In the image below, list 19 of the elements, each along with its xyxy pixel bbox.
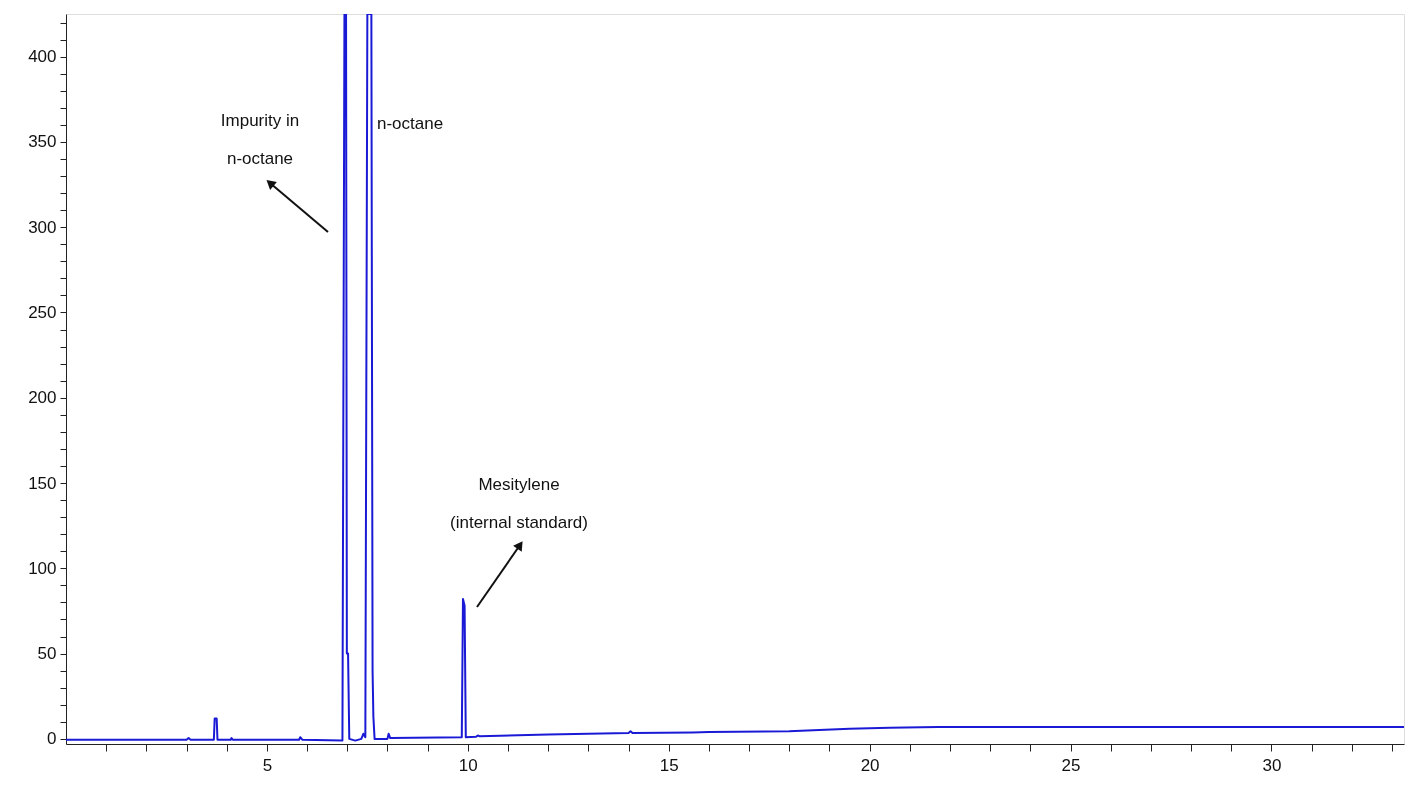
x-tick-label: 10 bbox=[458, 755, 478, 775]
y-tick-label: 50 bbox=[37, 644, 57, 664]
annotation: Impurity in n-octane bbox=[220, 111, 300, 168]
x-tick-label: 20 bbox=[860, 755, 880, 775]
y-tick-label: 0 bbox=[47, 729, 57, 749]
annotation: n-octane bbox=[377, 114, 444, 133]
y-tick-label: 300 bbox=[28, 217, 57, 237]
line-series bbox=[66, 14, 1404, 742]
y-tick-label: 400 bbox=[28, 47, 57, 67]
x-tick-label: 30 bbox=[1262, 755, 1282, 775]
y-tick-label: 250 bbox=[28, 302, 57, 322]
y-tick-label: 350 bbox=[28, 132, 57, 152]
x-tick-label: 5 bbox=[262, 755, 273, 775]
y-tick-label: 200 bbox=[28, 388, 57, 408]
y-tick-label: 100 bbox=[28, 558, 57, 578]
y-tick-label: 150 bbox=[28, 473, 57, 493]
x-tick-label: 25 bbox=[1061, 755, 1081, 775]
x-tick-label: 15 bbox=[659, 755, 679, 775]
annotation: Mesitylene (internal standard) bbox=[450, 475, 588, 532]
